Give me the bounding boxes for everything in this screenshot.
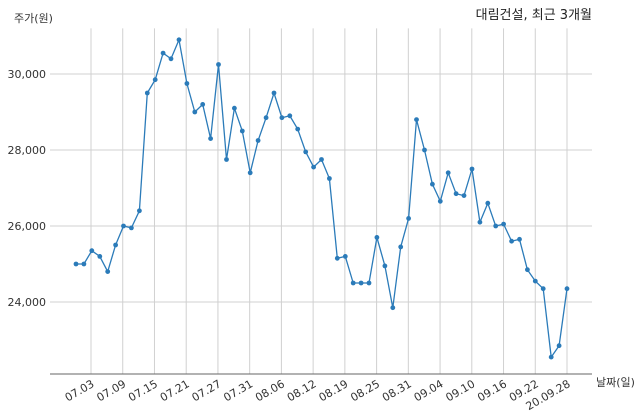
data-point — [509, 238, 514, 244]
x-tick-label: 08.19 — [317, 377, 351, 404]
data-point — [216, 62, 221, 67]
data-point — [121, 223, 126, 229]
data-point — [73, 261, 79, 267]
data-point — [374, 235, 380, 240]
data-point — [184, 81, 190, 86]
data-point — [239, 128, 245, 134]
data-point — [137, 208, 142, 214]
data-point — [430, 181, 435, 187]
data-point — [311, 164, 316, 170]
data-point — [144, 90, 150, 96]
y-tick-label: 24,000 — [8, 296, 47, 309]
data-point — [469, 166, 475, 172]
data-point — [160, 50, 166, 56]
x-tick-label: 07.21 — [158, 377, 192, 404]
data-point — [517, 236, 522, 242]
data-point — [461, 193, 467, 199]
data-point — [477, 219, 483, 225]
x-axis-label: 날짜(일) — [596, 375, 635, 389]
data-point — [334, 255, 340, 261]
y-tick-label: 30,000 — [8, 68, 47, 81]
data-point — [97, 254, 103, 259]
data-point — [105, 269, 111, 274]
x-tick-label: 07.03 — [63, 377, 97, 404]
data-point — [247, 170, 253, 176]
data-point — [255, 138, 261, 143]
data-point — [525, 267, 530, 273]
data-point — [224, 157, 229, 162]
data-point — [192, 109, 198, 115]
data-point — [200, 102, 206, 107]
x-tick-label: 07.31 — [221, 377, 255, 404]
x-tick-label: 07.27 — [190, 377, 224, 404]
data-point — [152, 77, 158, 83]
data-points — [73, 37, 570, 360]
x-tick-labels: 07.0307.0907.1507.2107.2707.3108.0608.12… — [63, 377, 573, 413]
chart-title: 대림건설, 최근 3개월 — [476, 8, 592, 23]
data-point — [445, 170, 451, 176]
x-tick-label: 08.31 — [380, 377, 414, 404]
y-axis-label: 주가(원) — [14, 12, 53, 25]
data-point — [327, 176, 332, 181]
y-tick-labels: 24,000 26,000 28,000 30,000 — [8, 68, 47, 309]
data-point — [263, 115, 269, 121]
data-point — [382, 263, 388, 269]
data-point — [540, 286, 546, 292]
data-point — [81, 261, 87, 267]
data-point — [414, 117, 419, 122]
data-point — [350, 280, 356, 286]
y-tick-label: 28,000 — [8, 144, 47, 157]
x-tick-label: 09.04 — [412, 377, 446, 404]
data-point — [287, 113, 293, 119]
x-tick-label: 08.12 — [285, 377, 319, 404]
x-tick-label: 08.25 — [348, 377, 382, 404]
data-point — [113, 242, 118, 248]
x-tick-label: 08.06 — [253, 377, 287, 404]
grid-lines — [50, 28, 592, 374]
data-point — [358, 280, 364, 286]
series-line — [76, 37, 568, 359]
data-point — [390, 305, 396, 311]
data-point — [366, 280, 372, 286]
data-point — [493, 223, 499, 229]
data-point — [398, 244, 404, 250]
data-point — [319, 157, 324, 162]
data-point — [295, 126, 301, 132]
x-tick-label: 07.09 — [94, 377, 128, 404]
data-point — [422, 147, 427, 153]
data-point — [532, 278, 538, 284]
data-point — [279, 115, 285, 121]
x-tick-label: 09.10 — [444, 377, 478, 404]
data-point — [208, 136, 214, 142]
data-point — [548, 354, 554, 360]
data-point — [176, 37, 182, 43]
data-point — [271, 90, 277, 96]
data-point — [437, 198, 443, 204]
data-point — [556, 343, 562, 349]
data-point — [485, 200, 491, 206]
data-point — [168, 56, 174, 62]
data-point — [89, 248, 95, 254]
y-tick-label: 26,000 — [8, 220, 47, 233]
data-point — [564, 286, 570, 292]
x-tick-label: 09.16 — [475, 377, 509, 404]
data-point — [303, 149, 309, 155]
x-tick-label: 07.15 — [126, 377, 160, 404]
data-point — [406, 216, 411, 221]
data-point — [129, 225, 134, 231]
data-point — [232, 105, 237, 111]
data-point — [453, 191, 459, 197]
data-point — [342, 254, 348, 259]
data-point — [501, 221, 506, 227]
